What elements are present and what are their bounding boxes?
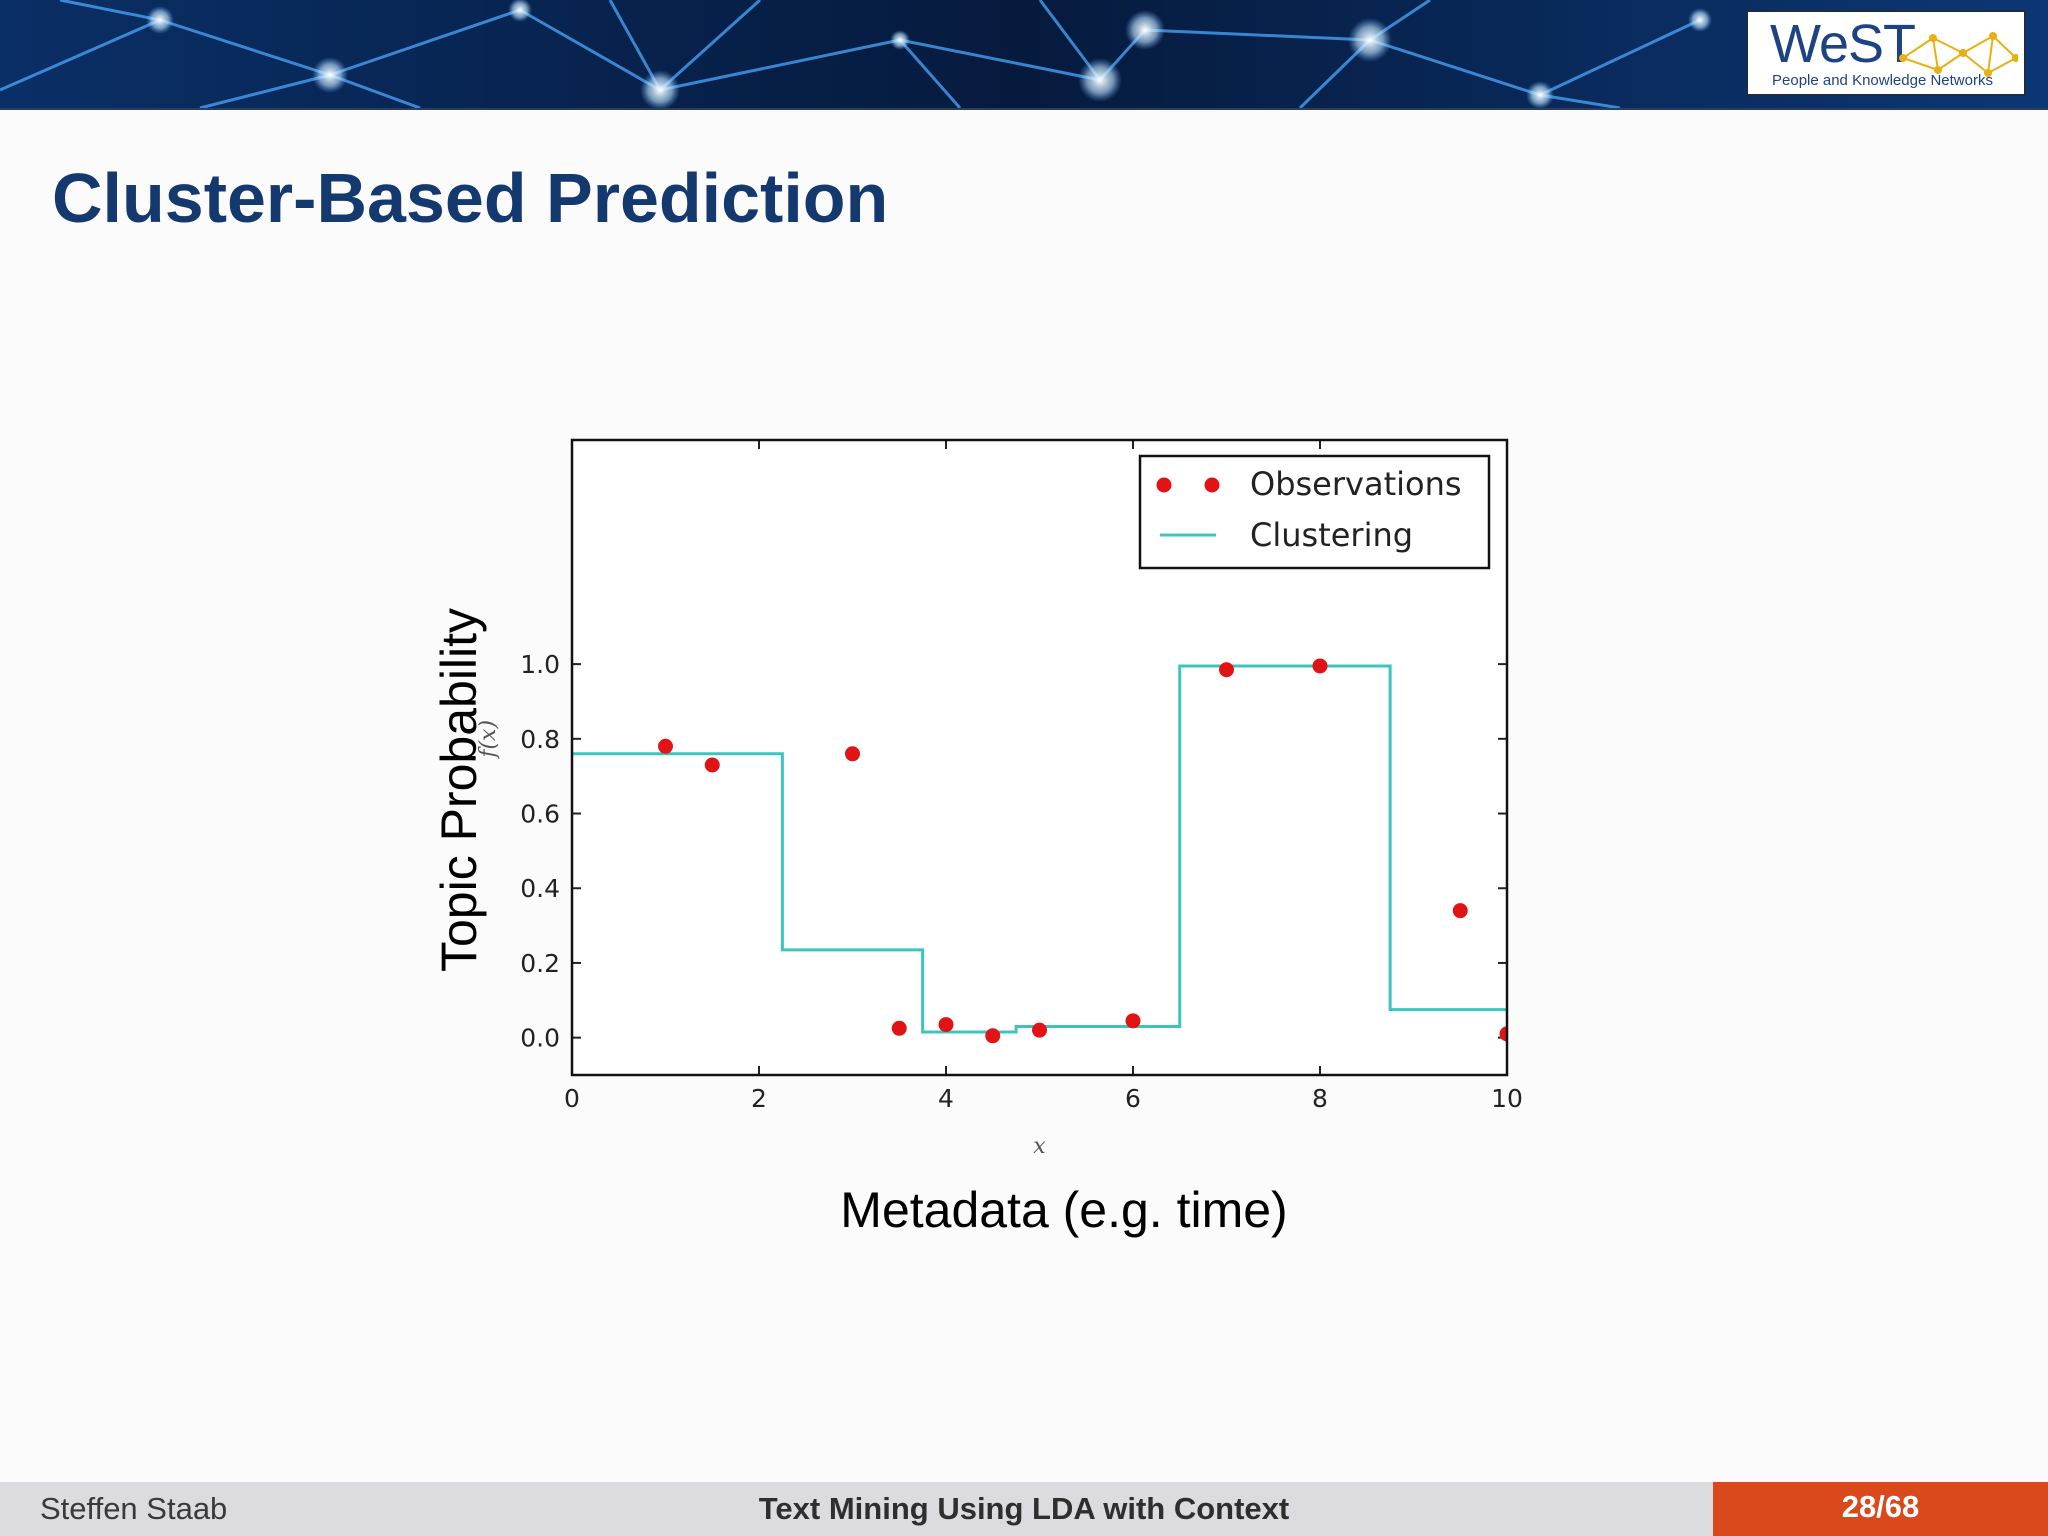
- legend-box: [1138, 454, 1491, 570]
- observation-point: [1312, 658, 1328, 674]
- clustering-step-line: [572, 664, 1507, 1034]
- x-tick-label: 2: [751, 1084, 767, 1113]
- logo-name: WeST: [1770, 14, 1916, 74]
- footer-author: Steffen Staab: [40, 1491, 228, 1526]
- network-icon: [1899, 32, 2018, 77]
- overlay-y-axis-label: Topic Probability: [431, 607, 487, 973]
- x-tick-label: 4: [938, 1084, 954, 1113]
- slide-title: Cluster-Based Prediction: [52, 159, 889, 237]
- plot-frame: [570, 438, 1509, 1077]
- observation-point: [1452, 903, 1468, 919]
- x-tick-label: 0: [564, 1084, 580, 1113]
- observation-point: [985, 1028, 1001, 1044]
- overlay-x-axis-label: Metadata (e.g. time): [840, 1182, 1288, 1238]
- observation-point: [1125, 1013, 1141, 1029]
- y-tick-label: 0.4: [520, 874, 560, 903]
- logo-tagline: People and Knowledge Networks: [1772, 72, 1993, 89]
- y-tick-label: 0.2: [520, 949, 560, 978]
- observation-point: [1032, 1022, 1047, 1038]
- y-tick-label: 0.8: [520, 725, 560, 754]
- x-tick-label: 10: [1491, 1084, 1523, 1113]
- y-axis-label: f(x): [476, 720, 501, 760]
- y-tick-label: 1.0: [520, 650, 560, 679]
- y-tick-label: 0.0: [520, 1024, 560, 1053]
- footer-course-title: Text Mining Using LDA with Context: [758, 1491, 1290, 1526]
- observation-point: [845, 746, 860, 762]
- x-tick-label: 8: [1312, 1084, 1328, 1113]
- footer-bar: Steffen Staab Text Mining Using LDA with…: [0, 1482, 2048, 1536]
- page-number: 28/68: [1713, 1482, 2048, 1536]
- network-background-image: [0, 0, 2048, 108]
- legend-observations-label: Observations: [1250, 465, 1462, 503]
- legend-observations-marker: [1204, 477, 1220, 493]
- west-logo: WeST: [1746, 10, 2026, 96]
- observation-point: [658, 738, 673, 754]
- observation-point: [1219, 662, 1234, 678]
- observation-point: [891, 1020, 907, 1036]
- chart: 0 2 4 6 8 10 0.0 0.2 0.4 0.6 0.8 1.0 x f(x) Observatio…: [476, 438, 1523, 1159]
- legend-clustering-label: Clustering: [1250, 516, 1413, 554]
- y-tick-label: 0.6: [520, 800, 560, 829]
- legend-observations-marker: [1156, 477, 1172, 493]
- x-tick-label: 6: [1125, 1084, 1141, 1113]
- header-banner: WeST: [0, 0, 2048, 110]
- observation-point: [1499, 1026, 1507, 1042]
- observation-point: [938, 1017, 954, 1033]
- x-axis-label: x: [1033, 1134, 1046, 1159]
- observation-point: [704, 757, 720, 773]
